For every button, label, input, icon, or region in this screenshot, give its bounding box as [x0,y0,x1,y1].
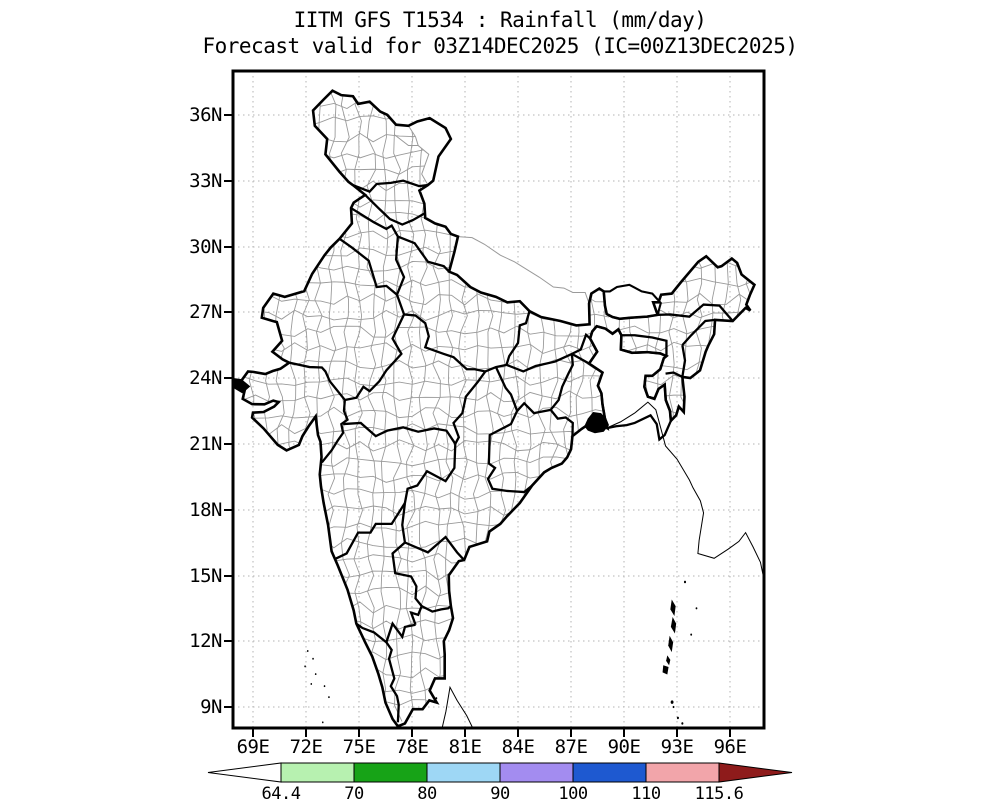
lon-tick-label: 84E [502,736,535,758]
lat-tick-label: 9N [200,696,222,718]
rann-of-kutch-fill [233,378,251,394]
lat-tick-label: 27N [189,301,222,323]
lat-tick-label: 24N [189,367,222,389]
myanmar-coastline [608,402,764,582]
lat-tick-label: 18N [189,499,222,521]
lon-tick-label: 75E [343,736,376,758]
axis-ticks [224,114,731,737]
colorbar-segment-4 [499,762,574,783]
lon-tick-label: 69E [237,736,270,758]
colorbar-label: 64.4 [262,784,301,800]
lat-tick-label: 33N [189,170,222,192]
lon-tick-label: 72E [290,736,323,758]
kashmir-claim-line [394,135,418,146]
colorbar-labels: 64.4 70 80 90 100 110 115.6 [262,784,745,800]
lon-tick-label: 96E [714,736,747,758]
colorbar-segment-2 [353,762,428,783]
nepal-north-border [458,237,589,304]
colorbar-label: 80 [417,784,437,800]
lat-tick-label: 15N [189,565,222,587]
figure-subtitle: Forecast valid for 03Z14DEC2025 (IC=00Z1… [202,34,797,58]
lon-tick-label: 90E [608,736,641,758]
colorbar-under-arrow [207,762,282,783]
colorbar-segment-5 [572,762,647,783]
nepal-area [449,236,590,326]
plot-frame [231,69,766,730]
lat-tick-label: 30N [189,236,222,258]
india-outline [239,91,755,727]
lakshadweep-islands [304,650,330,724]
colorbar-segment-1 [280,762,355,783]
sri-lanka-coastline [442,687,473,728]
colorbar: 64.4 70 80 90 100 110 115.6 [207,762,793,800]
state-borders [289,181,733,723]
lon-tick-label: 87E [555,736,588,758]
latitude-axis-labels: 36N 33N 30N 27N 24N 21N 18N 15N 12N 9N [189,104,222,718]
longitude-axis-labels: 69E 72E 75E 78E 81E 84E 87E 90E 93E 96E [237,736,747,758]
colorbar-segment-3 [426,762,501,783]
district-boundaries-mesh [233,73,768,727]
lat-tick-label: 36N [189,104,222,126]
colorbar-segment-6 [645,762,720,783]
map-area [233,73,768,728]
colorbar-over-arrow [718,762,793,783]
colorbar-label: 70 [344,784,364,800]
lat-tick-label: 21N [189,433,222,455]
figure-title: IITM GFS T1534 : Rainfall (mm/day) [294,8,707,32]
andaman-nicobar-islands [662,580,698,728]
colorbar-label: 110 [631,784,660,800]
lon-tick-label: 78E [396,736,429,758]
colorbar-label: 90 [490,784,510,800]
lon-tick-label: 93E [661,736,694,758]
sundarbans-fill [584,412,610,434]
colorbar-label: 100 [558,784,587,800]
colorbar-label: 115.6 [695,784,744,800]
lat-tick-label: 12N [189,630,222,652]
lon-tick-label: 81E [449,736,482,758]
